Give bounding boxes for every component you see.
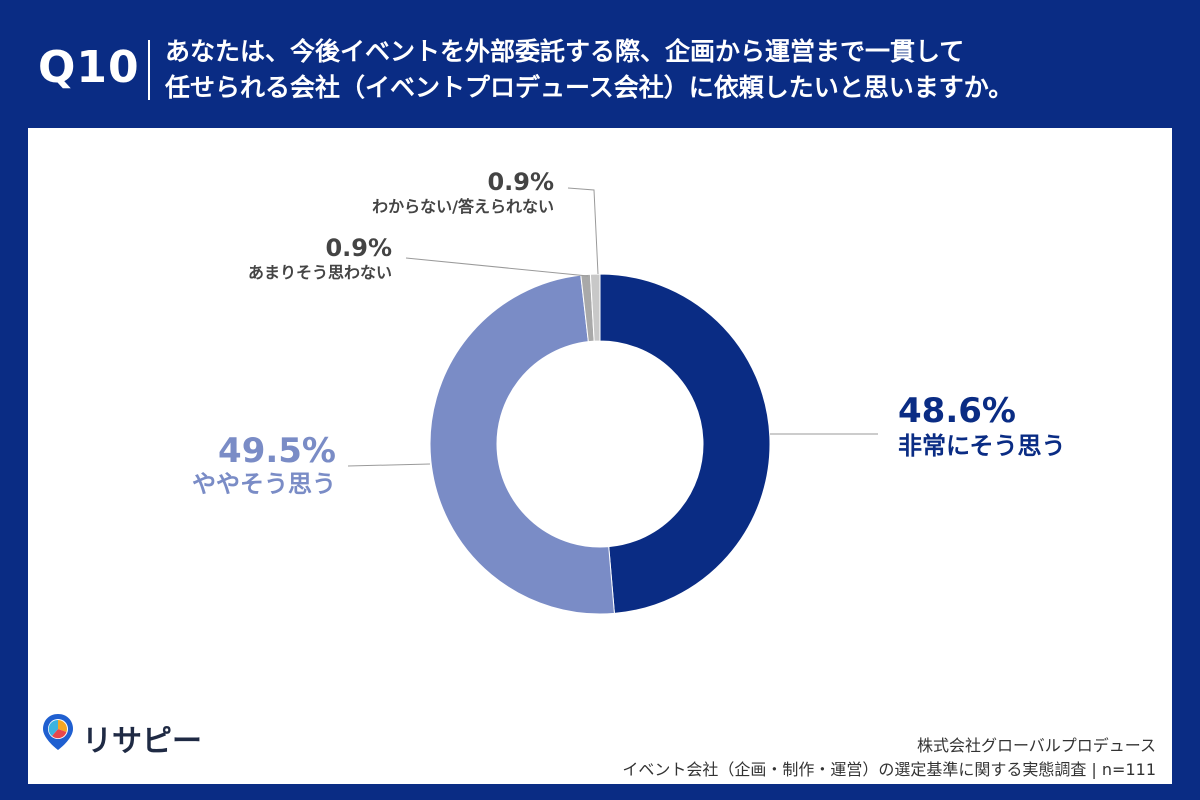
category-label-not-much: あまりそう思わない <box>248 263 392 282</box>
pin-logo-icon <box>43 714 73 750</box>
value-label-very-much: 48.6% <box>898 391 1016 431</box>
question-number: Q10 <box>38 42 140 93</box>
value-label-dont-know: 0.9% <box>487 168 554 196</box>
source-line-1: 株式会社グローバルプロデュース <box>916 736 1156 755</box>
question-line-2: 任せられる会社（イベントプロデュース会社）に依頼したいと思いますか。 <box>165 73 1014 102</box>
source-line-2: イベント会社（企画・制作・運営）の選定基準に関する実態調査 | n=111 <box>622 760 1156 779</box>
header: Q10 あなたは、今後イベントを外部委託する際、企画から運営まで一貫して 任せら… <box>0 0 1200 128</box>
value-label-somewhat: 49.5% <box>218 431 336 471</box>
leader-line-somewhat <box>347 463 431 467</box>
donut-slice-somewhat <box>429 274 615 615</box>
category-label-very-much: 非常にそう思う <box>898 432 1066 460</box>
value-label-not-much: 0.9% <box>325 234 392 262</box>
leader-line-not-much <box>405 257 589 277</box>
donut-chart: 48.6%非常にそう思う49.5%ややそう思う0.9%あまりそう思わない0.9%… <box>192 168 1066 615</box>
question-divider <box>148 40 150 100</box>
donut-slice-dont-know <box>589 273 601 342</box>
donut-slice-very-much <box>599 273 771 614</box>
source-note: 株式会社グローバルプロデュース イベント会社（企画・制作・運営）の選定基準に関す… <box>622 734 1156 782</box>
leader-line-dont-know <box>567 187 599 275</box>
question-text: あなたは、今後イベントを外部委託する際、企画から運営まで一貫して 任せられる会社… <box>165 34 1175 106</box>
question-line-1: あなたは、今後イベントを外部委託する際、企画から運営まで一貫して <box>165 37 965 66</box>
logo-text: リサピー <box>82 724 202 759</box>
category-label-somewhat: ややそう思う <box>192 470 336 498</box>
logo: リサピー <box>40 712 202 759</box>
chart-panel: 48.6% 非常にそう思う 49.5% ややそう思う 0.9% あまりそう思わない 0.9%… <box>28 128 1172 784</box>
category-label-dont-know: わからない/答えられない <box>372 197 554 216</box>
